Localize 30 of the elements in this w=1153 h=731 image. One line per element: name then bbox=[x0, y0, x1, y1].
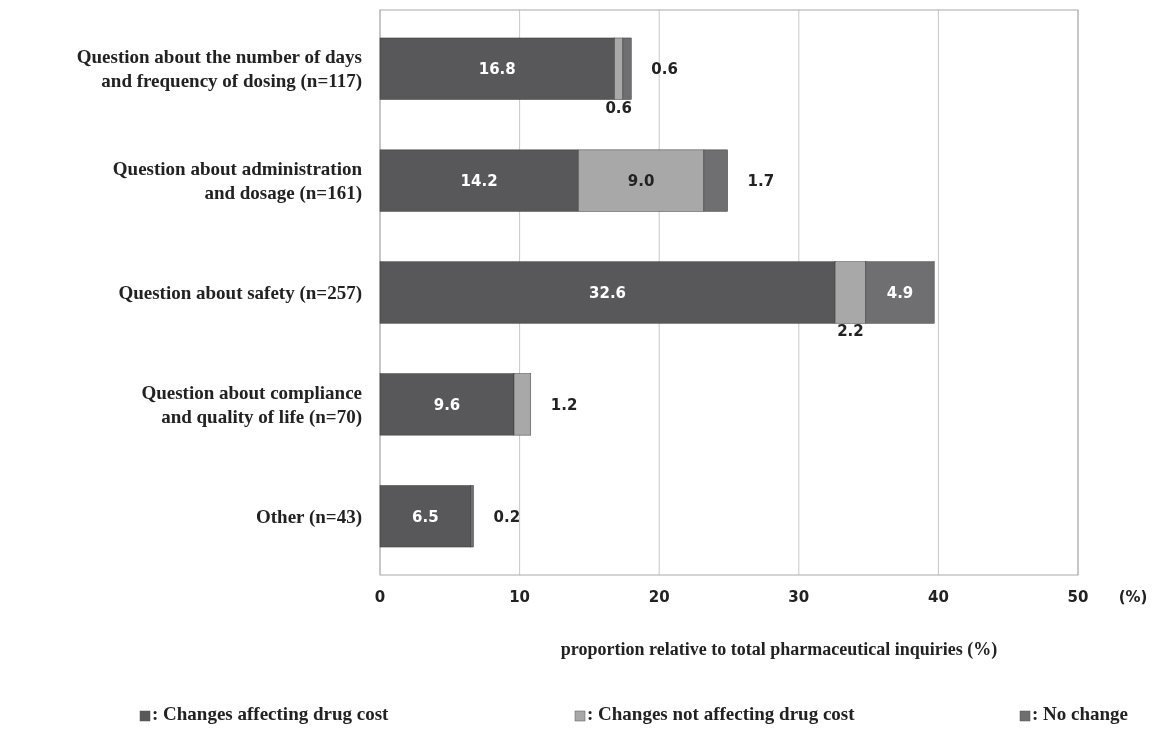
legend-label: : Changes not affecting drug cost bbox=[587, 703, 856, 724]
x-tick-label: 0 bbox=[374, 588, 386, 606]
data-label: 16.8 bbox=[478, 59, 516, 78]
y-tick-label: Question about the number of days and frequency of dosing (n=117) bbox=[76, 46, 362, 93]
x-tick-label: 10 bbox=[509, 588, 531, 606]
bar bbox=[379, 485, 471, 548]
data-label: 0.2 bbox=[493, 507, 521, 526]
x-axis-title: proportion relative to total pharmaceutical inquiries (%) bbox=[560, 639, 998, 660]
x-tick-label: 50 bbox=[1067, 588, 1089, 606]
data-label: 0.6 bbox=[605, 98, 633, 117]
y-tick-label: Question about safety (n=257) bbox=[118, 282, 362, 305]
legend-label: : Changes affecting drug cost bbox=[152, 703, 390, 724]
data-label: 32.6 bbox=[589, 283, 627, 302]
data-label: 6.5 bbox=[412, 507, 439, 526]
text: (%) bbox=[1118, 588, 1148, 606]
x-tick-label: 20 bbox=[648, 588, 670, 606]
x-tick-label: 30 bbox=[788, 588, 810, 606]
data-label: 0.6 bbox=[651, 59, 678, 78]
y-tick-label: Other (n=43) bbox=[256, 505, 362, 528]
data-label: 9.0 bbox=[627, 171, 655, 190]
data-label: 1.7 bbox=[747, 171, 775, 190]
data-label: 2.2 bbox=[837, 322, 864, 341]
y-tick-label: Question about administration and dosage (n=161) bbox=[112, 158, 363, 205]
data-label: 9.6 bbox=[433, 395, 461, 414]
x-tick-label: 40 bbox=[927, 588, 949, 606]
data-label: 1.2 bbox=[550, 395, 578, 414]
data-label: 14.2 bbox=[460, 171, 498, 190]
y-tick-label: Question about compliance and quality of life (n=70) bbox=[141, 382, 362, 429]
legend-label: : No change bbox=[1032, 703, 1129, 724]
data-label: 4.9 bbox=[886, 283, 914, 302]
